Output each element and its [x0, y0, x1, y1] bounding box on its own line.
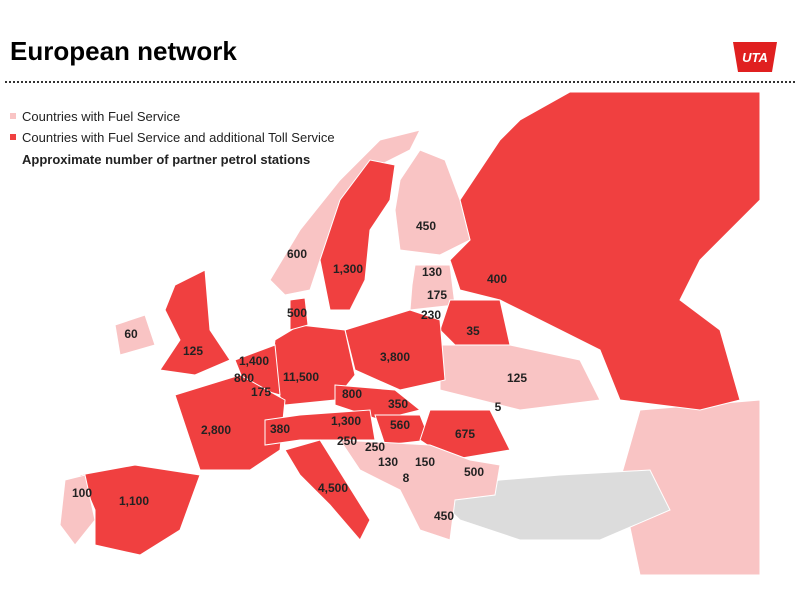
region — [79, 464, 201, 556]
region — [344, 309, 446, 391]
region — [419, 409, 511, 461]
station-count: 125 — [507, 371, 527, 385]
title: European network — [10, 36, 237, 66]
legend-swatch — [10, 134, 16, 140]
station-count: 675 — [455, 427, 475, 441]
legend-text: Countries with Fuel Service and addition… — [22, 130, 335, 145]
station-count: 175 — [251, 385, 271, 399]
legend-note: Approximate number of partner petrol sta… — [22, 152, 310, 167]
region — [284, 439, 371, 541]
station-count: 5 — [495, 400, 502, 414]
station-count: 4,500 — [318, 481, 348, 495]
station-count: 1,400 — [239, 354, 269, 368]
station-count: 60 — [124, 327, 138, 341]
station-count: 800 — [234, 371, 254, 385]
station-count: 130 — [422, 265, 442, 279]
station-count: 11,500 — [283, 370, 319, 384]
region — [59, 474, 96, 546]
region — [264, 409, 376, 446]
legend-text: Countries with Fuel Service — [22, 109, 180, 124]
station-count: 3,800 — [380, 350, 410, 364]
station-count: 250 — [365, 440, 385, 454]
station-count: 350 — [388, 397, 408, 411]
region — [319, 159, 396, 311]
map — [59, 91, 761, 576]
station-count: 35 — [466, 324, 480, 338]
station-count: 2,800 — [201, 423, 231, 437]
station-count: 125 — [183, 344, 203, 358]
station-count: 250 — [337, 434, 357, 448]
region — [339, 439, 501, 541]
station-count: 800 — [342, 387, 362, 401]
station-count: 1,300 — [333, 262, 363, 276]
legend-swatch — [10, 113, 16, 119]
region — [409, 264, 456, 311]
station-count: 100 — [72, 486, 92, 500]
labels: 450 600 1,300 130 400 175 500 230 60 35 125 1,400 3,… — [72, 219, 527, 523]
station-count: 380 — [270, 422, 290, 436]
region — [114, 314, 156, 356]
station-count: 1,300 — [331, 414, 361, 428]
station-count: 130 — [378, 455, 398, 469]
logo-shape — [733, 42, 777, 72]
region — [269, 129, 421, 296]
station-count: 500 — [464, 465, 484, 479]
region — [159, 269, 231, 376]
station-count: 175 — [427, 288, 447, 302]
station-count: 8 — [403, 471, 410, 485]
region — [394, 149, 471, 256]
station-count: 230 — [421, 308, 441, 322]
station-count: 500 — [287, 306, 307, 320]
station-count: 150 — [415, 455, 435, 469]
region — [289, 297, 309, 331]
station-count: 1,100 — [119, 494, 149, 508]
station-count: 400 — [487, 272, 507, 286]
region — [439, 344, 601, 411]
logo: UTA — [742, 50, 768, 65]
region — [174, 374, 286, 471]
station-count: 450 — [434, 509, 454, 523]
region — [619, 399, 761, 576]
station-count: 450 — [416, 219, 436, 233]
station-count: 560 — [390, 418, 410, 432]
station-count: 600 — [287, 247, 307, 261]
